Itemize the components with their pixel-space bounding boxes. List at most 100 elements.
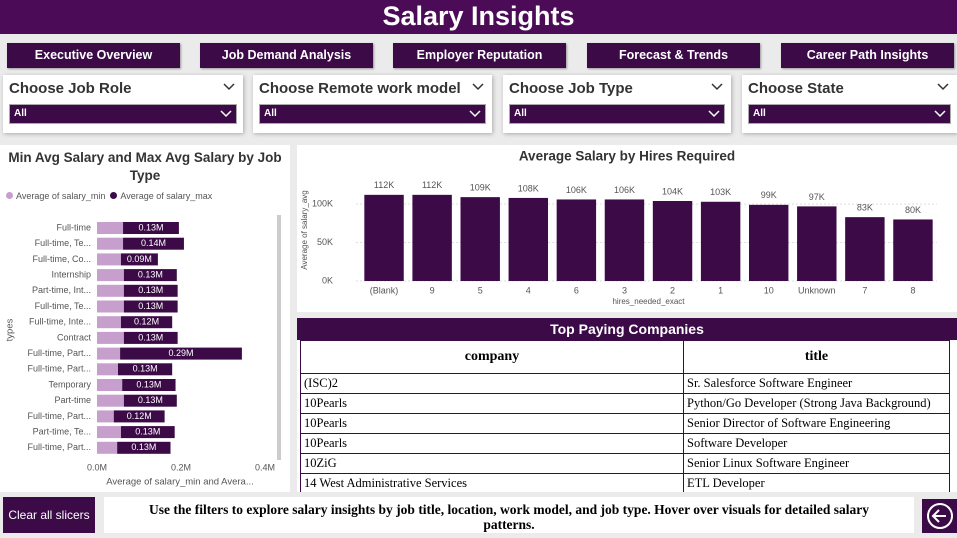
x-axis-title: hires_needed_exact	[612, 297, 685, 306]
nav-button[interactable]: Forecast & Trends	[587, 43, 760, 68]
legend-swatch	[110, 192, 118, 199]
table-cell: Sr. Salesforce Software Engineer	[683, 373, 950, 394]
data-label: 97K	[809, 192, 825, 202]
bar-segment	[120, 316, 173, 329]
table-cell: (ISC)2	[300, 373, 684, 394]
legend: Average of salary_min Average of salary_m…	[0, 185, 290, 201]
slicer[interactable]: Choose Job Role All	[3, 75, 243, 133]
slicer[interactable]: Choose Remote work model All	[253, 75, 492, 133]
table-cell: 10ZiG	[300, 453, 684, 474]
y-tick-label: Full-time, Inte...	[29, 317, 91, 327]
nav-button[interactable]: Executive Overview	[7, 43, 180, 68]
chart-title: Min Avg Salary and Max Avg Salary by Job…	[8, 150, 282, 183]
nav-button[interactable]: Job Demand Analysis	[200, 43, 373, 68]
data-label: 0.12M	[127, 411, 152, 421]
data-label: 0.29M	[168, 348, 193, 358]
data-label: 106K	[566, 185, 587, 195]
bar	[797, 206, 837, 281]
bar-segment	[120, 347, 242, 360]
bar-segment	[97, 394, 124, 407]
y-tick-label: Part-time	[54, 395, 91, 405]
bar-segment	[123, 331, 178, 344]
x-tick-label: 10	[764, 285, 774, 295]
y-tick-label: Full-time, Part...	[27, 442, 91, 452]
bar-segment	[97, 222, 124, 234]
chart: Average Salary by Hires Required 0K 50K 100…	[297, 145, 957, 312]
nav-button[interactable]: Employer Reputation	[393, 43, 566, 68]
data-label: 112K	[422, 180, 442, 190]
data-label: 0.13M	[138, 269, 163, 279]
back-button[interactable]	[922, 499, 957, 533]
bar-segment	[97, 441, 118, 454]
x-tick-label: Unknown	[798, 285, 836, 295]
data-label: 104K	[662, 186, 683, 196]
slicer[interactable]: Choose State All	[742, 75, 957, 133]
y-tick-label: 100K	[312, 198, 333, 208]
column-header: company	[300, 340, 684, 374]
slicer-dropdown[interactable]: All	[9, 104, 237, 124]
y-tick-label: Full-time, Te...	[35, 238, 91, 248]
bar	[893, 219, 933, 281]
bar	[604, 199, 645, 281]
table-cell: 10Pearls	[300, 433, 684, 454]
bar	[412, 194, 452, 281]
table-cell: ETL Developer	[683, 473, 950, 492]
data-label: 0.13M	[136, 379, 161, 389]
bar-segment	[123, 269, 177, 282]
data-label: 80K	[905, 205, 921, 215]
x-tick-label: 2	[670, 285, 675, 295]
bar-segment	[123, 284, 178, 297]
table-row: 14 West Administrative Services ETL Devel…	[300, 473, 950, 492]
data-label: 0.13M	[138, 222, 163, 232]
data-label: 103K	[710, 187, 731, 197]
slicer-label: Choose State	[748, 78, 951, 100]
bar-segment	[97, 347, 121, 360]
table-panel: Top Paying Companies company title (ISC)2…	[297, 318, 957, 492]
bar-segment	[97, 300, 124, 313]
slicer-label: Choose Job Type	[509, 78, 725, 100]
x-tick-label: 9	[430, 285, 435, 295]
table-cell: 14 West Administrative Services	[300, 473, 684, 492]
data-label: 0.12M	[134, 317, 159, 327]
bar-segment	[123, 300, 178, 313]
x-tick-label: 1	[718, 285, 723, 295]
nav-button[interactable]: Career Path Insights	[781, 43, 954, 68]
bar-segment	[97, 379, 123, 391]
data-label: 0.13M	[138, 301, 163, 311]
table-cell: Software Developer	[683, 433, 950, 454]
bar	[460, 197, 500, 281]
bar-segment	[123, 237, 184, 250]
slicer-dropdown[interactable]: All	[259, 104, 486, 124]
table-cell: 10Pearls	[300, 413, 684, 434]
bar-segment	[97, 253, 121, 266]
job-type-panel: Min Avg Salary and Max Avg Salary by Job…	[0, 145, 290, 492]
x-tick-label: 4	[526, 285, 531, 295]
y-tick-label: Full-time, Te...	[35, 301, 91, 311]
clear-button[interactable]: Clear all slicers	[3, 497, 95, 533]
table-row: 10Pearls Senior Director of Software Engi…	[300, 413, 950, 434]
data-label: 0.13M	[138, 395, 163, 405]
bar-segment	[97, 331, 124, 344]
scrollbar[interactable]	[277, 215, 281, 460]
slicer-dropdown[interactable]: All	[509, 104, 725, 124]
bar-segment	[113, 410, 165, 423]
footer-note: Use the filters to explore salary insigh…	[104, 497, 914, 533]
bar-segment	[97, 237, 124, 250]
bar	[556, 199, 597, 281]
x-tick-label: (Blank)	[370, 285, 399, 295]
column-header: title	[683, 340, 950, 374]
bar	[748, 204, 789, 281]
chart-title: Average Salary by Hires Required	[519, 149, 735, 164]
slicer-dropdown[interactable]: All	[748, 104, 951, 124]
y-tick-label: Internship	[51, 269, 91, 279]
x-tick-label: 3	[622, 285, 627, 295]
data-label: 0.14M	[141, 238, 166, 248]
y-tick-label: Part-time, Int...	[32, 285, 91, 295]
bar	[508, 197, 549, 281]
table-row: 10Pearls Python/Go Developer (Strong Java…	[300, 393, 950, 414]
slicer[interactable]: Choose Job Type All	[503, 75, 731, 133]
bar-segment	[117, 441, 171, 454]
bar-segment	[97, 269, 124, 282]
table-row: 10Pearls Software Developer	[300, 433, 950, 454]
bar-segment	[120, 426, 175, 439]
